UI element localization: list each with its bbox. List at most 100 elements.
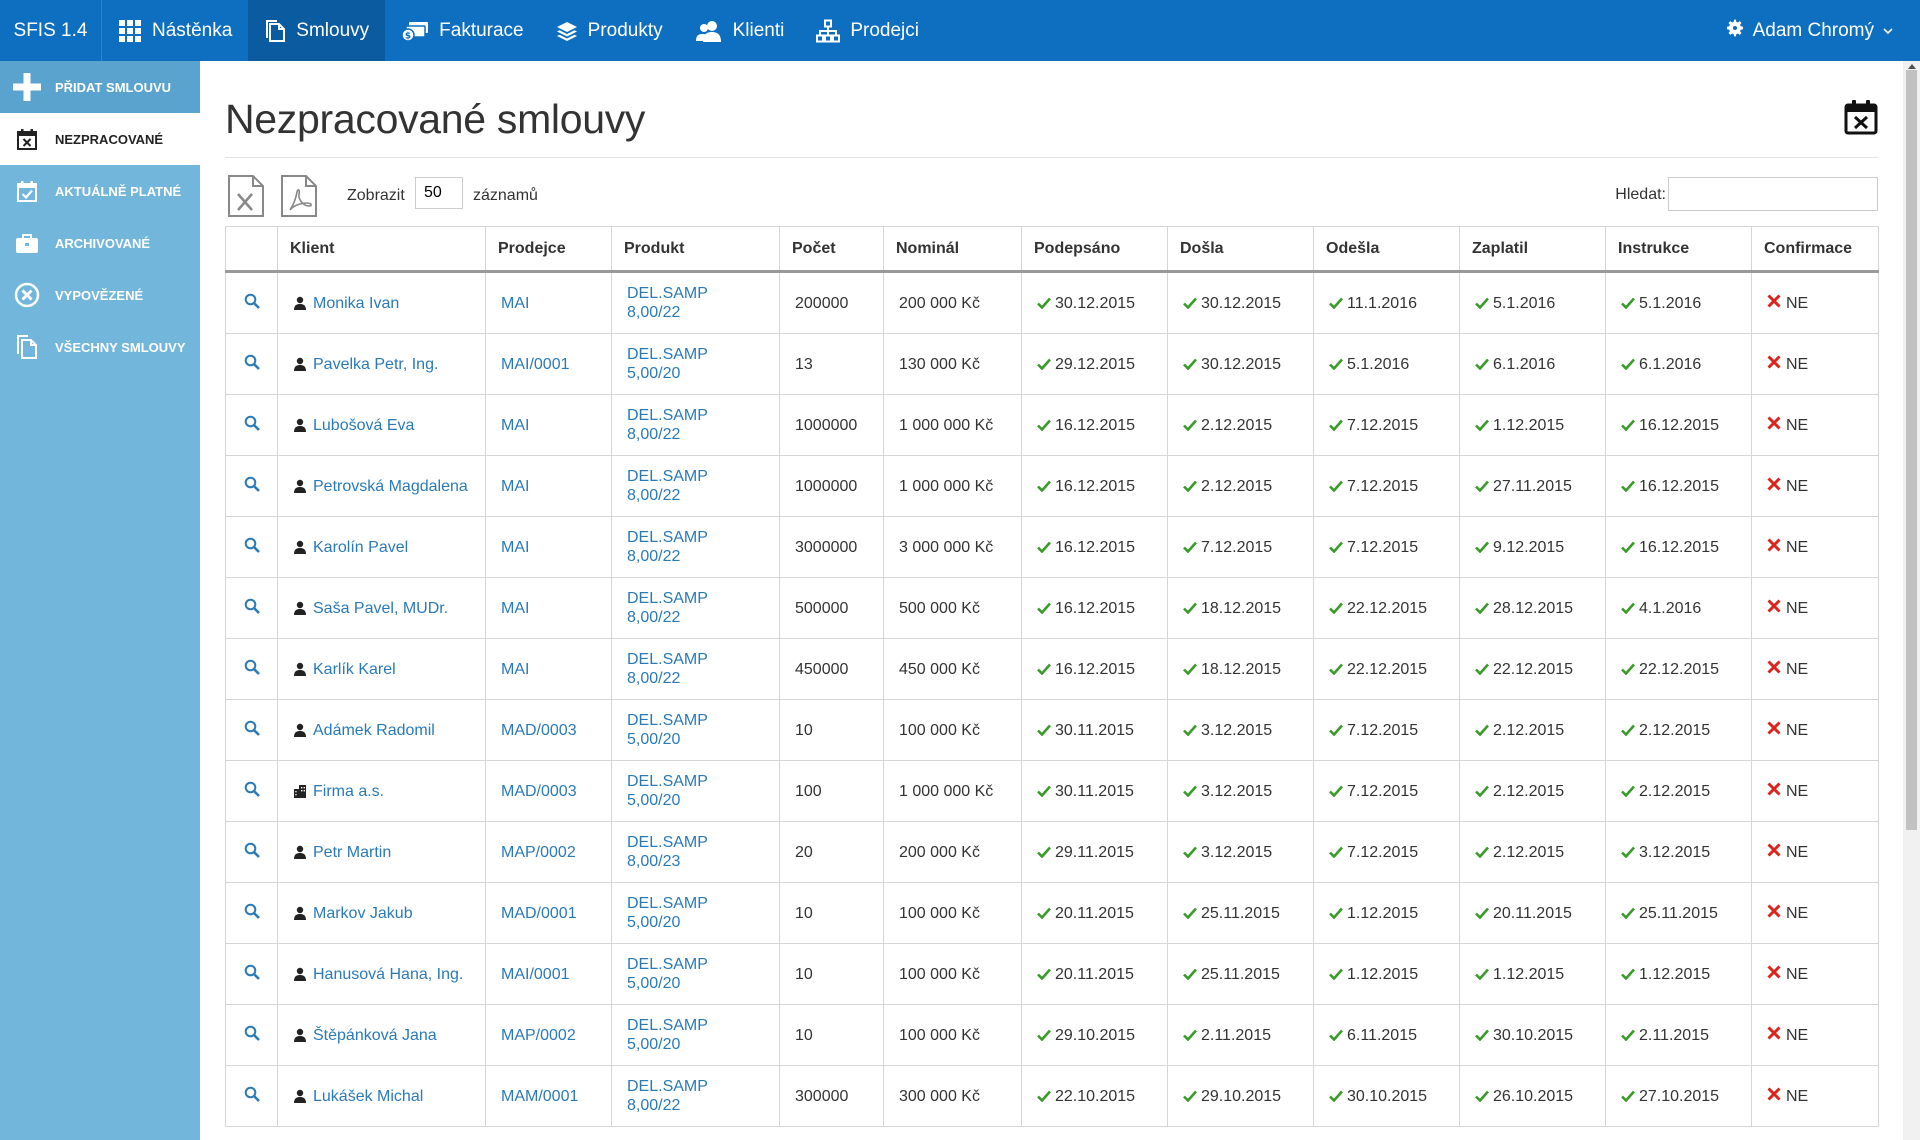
seller-link[interactable]: MAI bbox=[501, 660, 530, 678]
seller-link[interactable]: MAI bbox=[501, 416, 530, 434]
column-header[interactable]: Odešla bbox=[1313, 226, 1460, 273]
search-icon[interactable] bbox=[244, 415, 260, 435]
client-cell: Petr Martin bbox=[277, 821, 486, 883]
sidebar-item-all[interactable]: VŠECHNY SMLOUVY bbox=[0, 321, 200, 373]
client-link[interactable]: Petr Martin bbox=[313, 843, 392, 861]
search-icon[interactable] bbox=[244, 598, 260, 618]
product-link[interactable]: DEL.SAMP 8,00/22 bbox=[627, 407, 708, 443]
product-link[interactable]: DEL.SAMP 5,00/20 bbox=[627, 956, 708, 992]
search-icon[interactable] bbox=[244, 720, 260, 740]
user-menu[interactable]: Adam Chromý bbox=[1725, 0, 1920, 61]
calendar-x-button[interactable] bbox=[1844, 99, 1878, 140]
search-icon[interactable] bbox=[244, 354, 260, 374]
search-icon[interactable] bbox=[244, 964, 260, 984]
page-size-input[interactable] bbox=[415, 177, 463, 209]
product-link[interactable]: DEL.SAMP 8,00/22 bbox=[627, 651, 708, 687]
column-header[interactable]: Počet bbox=[779, 226, 884, 273]
seller-link[interactable]: MAP/0002 bbox=[501, 1026, 576, 1044]
seller-link[interactable]: MAD/0001 bbox=[501, 904, 577, 922]
nav-item-clients[interactable]: Klienti bbox=[679, 0, 801, 61]
product-link[interactable]: DEL.SAMP 8,00/22 bbox=[627, 590, 708, 626]
search-icon[interactable] bbox=[244, 293, 260, 313]
seller-link[interactable]: MAP/0002 bbox=[501, 843, 576, 861]
sidebar-item-valid[interactable]: AKTUÁLNĚ PLATNÉ bbox=[0, 165, 200, 217]
sent-cell: 1.12.2015 bbox=[1313, 943, 1460, 1005]
search-icon[interactable] bbox=[244, 1025, 260, 1045]
client-link[interactable]: Karlík Karel bbox=[313, 660, 396, 678]
search-icon[interactable] bbox=[244, 476, 260, 496]
client-link[interactable]: Adámek Radomil bbox=[313, 721, 435, 739]
client-link[interactable]: Saša Pavel, MUDr. bbox=[313, 599, 449, 617]
search-input[interactable] bbox=[1668, 177, 1878, 211]
search-icon[interactable] bbox=[244, 537, 260, 557]
seller-link[interactable]: MAI bbox=[501, 538, 530, 556]
product-link[interactable]: DEL.SAMP 8,00/22 bbox=[627, 1078, 708, 1114]
seller-link[interactable]: MAI bbox=[501, 477, 530, 495]
seller-link[interactable]: MAI/0001 bbox=[501, 355, 570, 373]
export-excel-button[interactable] bbox=[227, 174, 265, 223]
column-header[interactable]: Podepsáno bbox=[1021, 226, 1168, 273]
product-link[interactable]: DEL.SAMP 5,00/20 bbox=[627, 1017, 708, 1053]
product-link[interactable]: DEL.SAMP 5,00/20 bbox=[627, 712, 708, 748]
client-link[interactable]: Hanusová Hana, Ing. bbox=[313, 965, 464, 983]
client-link[interactable]: Štěpánková Jana bbox=[313, 1026, 437, 1044]
sidebar-item-add[interactable]: PŘIDAT SMLOUVU bbox=[0, 61, 200, 113]
client-link[interactable]: Monika Ivan bbox=[313, 294, 400, 312]
client-link[interactable]: Lukášek Michal bbox=[313, 1087, 424, 1105]
sidebar-item-archived[interactable]: ARCHIVOVANÉ bbox=[0, 217, 200, 269]
sidebar-item-unprocessed[interactable]: NEZPRACOVANÉ bbox=[0, 113, 200, 165]
nav-item-dashboard[interactable]: Nástěnka bbox=[102, 0, 248, 61]
product-code: DEL.SAMP bbox=[627, 956, 708, 973]
product-rate: 5,00/20 bbox=[627, 365, 681, 382]
search-icon[interactable] bbox=[244, 781, 260, 801]
product-link[interactable]: DEL.SAMP 8,00/22 bbox=[627, 285, 708, 321]
column-header[interactable]: Klient bbox=[277, 226, 486, 273]
instruction-date: 2.11.2015 bbox=[1639, 1026, 1709, 1044]
instruction-date: 5.1.2016 bbox=[1639, 294, 1702, 312]
search-icon[interactable] bbox=[244, 1086, 260, 1106]
seller-link[interactable]: MAI/0001 bbox=[501, 965, 570, 983]
app-brand[interactable]: SFIS 1.4 bbox=[0, 0, 102, 61]
product-link[interactable]: DEL.SAMP 8,00/22 bbox=[627, 468, 708, 504]
scroll-up-arrow-icon[interactable] bbox=[1908, 64, 1916, 69]
product-code: DEL.SAMP bbox=[627, 590, 708, 607]
nav-item-sellers[interactable]: Prodejci bbox=[800, 0, 935, 61]
check-icon bbox=[1621, 1090, 1635, 1103]
confirm-cell: NE bbox=[1751, 638, 1879, 700]
nav-item-products[interactable]: Produkty bbox=[540, 0, 679, 61]
column-header[interactable]: Nominál bbox=[883, 226, 1022, 273]
search-icon[interactable] bbox=[244, 842, 260, 862]
nav-item-invoices[interactable]: $ Fakturace bbox=[385, 0, 539, 61]
client-link[interactable]: Markov Jakub bbox=[313, 904, 413, 922]
scrollbar-thumb[interactable] bbox=[1906, 70, 1917, 830]
export-pdf-button[interactable] bbox=[280, 174, 318, 223]
client-link[interactable]: Petrovská Magdalena bbox=[313, 477, 468, 495]
column-header[interactable]: Produkt bbox=[611, 226, 780, 273]
product-link[interactable]: DEL.SAMP 8,00/23 bbox=[627, 834, 708, 870]
column-header[interactable]: Zaplatil bbox=[1459, 226, 1606, 273]
nav-item-contracts[interactable]: Smlouvy bbox=[248, 0, 386, 61]
seller-link[interactable]: MAM/0001 bbox=[501, 1087, 579, 1105]
seller-link[interactable]: MAD/0003 bbox=[501, 782, 577, 800]
product-link[interactable]: DEL.SAMP 5,00/20 bbox=[627, 895, 708, 931]
column-header[interactable]: Confirmace bbox=[1751, 226, 1879, 273]
column-header[interactable]: Prodejce bbox=[485, 226, 612, 273]
client-cell: Firma a.s. bbox=[277, 760, 486, 822]
sidebar-item-terminated[interactable]: VYPOVĚZENÉ bbox=[0, 269, 200, 321]
product-link[interactable]: DEL.SAMP 5,00/20 bbox=[627, 773, 708, 809]
signed-cell: 22.10.2015 bbox=[1021, 1065, 1168, 1127]
client-link[interactable]: Karolín Pavel bbox=[313, 538, 409, 556]
seller-link[interactable]: MAD/0003 bbox=[501, 721, 577, 739]
product-link[interactable]: DEL.SAMP 8,00/22 bbox=[627, 529, 708, 565]
sent-date: 7.12.2015 bbox=[1347, 721, 1419, 739]
column-header[interactable]: Instrukce bbox=[1605, 226, 1752, 273]
search-icon[interactable] bbox=[244, 659, 260, 679]
client-link[interactable]: Firma a.s. bbox=[313, 782, 385, 800]
column-header[interactable]: Došla bbox=[1167, 226, 1314, 273]
seller-link[interactable]: MAI bbox=[501, 599, 530, 617]
seller-link[interactable]: MAI bbox=[501, 294, 530, 312]
search-icon[interactable] bbox=[244, 903, 260, 923]
client-link[interactable]: Pavelka Petr, Ing. bbox=[313, 355, 439, 373]
product-link[interactable]: DEL.SAMP 5,00/20 bbox=[627, 346, 708, 382]
client-link[interactable]: Lubošová Eva bbox=[313, 416, 415, 434]
